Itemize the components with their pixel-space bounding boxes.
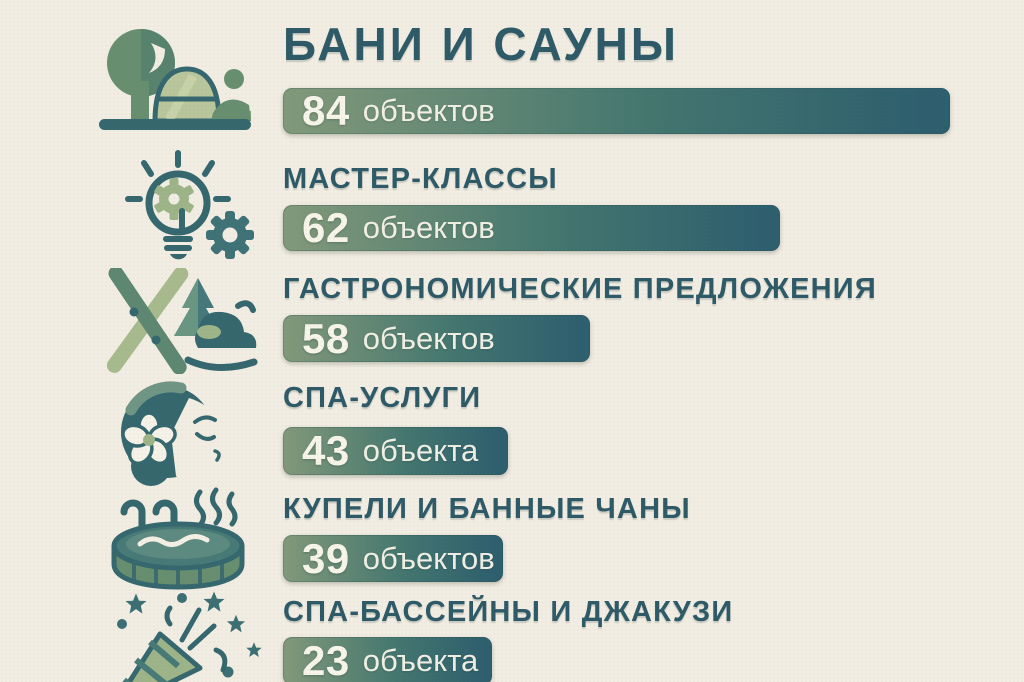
winter-activities-icon [106,268,258,374]
count-unit: объекта [362,643,479,678]
category-title: МАСТЕР-КЛАССЫ [283,163,558,195]
category-title: ГАСТРОНОМИЧЕСКИЕ ПРЕДЛОЖЕНИЯ [283,273,877,305]
party-popper-icon [117,591,262,682]
category-title: СПА-УСЛУГИ [283,382,482,414]
hot-tub-icon [111,487,245,590]
count-unit: объектов [362,540,495,576]
category-title: КУПЕЛИ И БАННЫЕ ЧАНЫ [283,493,691,525]
count-value: 23 [302,637,350,682]
category-title: СПА-БАССЕЙНЫ И ДЖАКУЗИ [283,596,734,628]
spa-woman-icon [103,376,258,490]
count-unit: объектов [362,93,495,128]
winter-activities-icon [96,268,264,374]
count-bar: 43 объекта [283,427,508,475]
lightbulb-gear-icon [125,150,254,260]
count-bar: 58 объектов [283,315,590,362]
count-unit: объекта [362,433,479,468]
count-value: 84 [302,87,350,134]
hot-tub-icon [94,486,260,594]
party-popper-icon [98,590,266,682]
count-value: 39 [302,534,350,582]
category-title: БАНИ И САУНЫ [283,18,679,70]
spa-woman-icon [121,381,224,490]
count-unit: объектов [362,210,495,245]
count-bar: 39 объектов [283,535,503,582]
count-value: 62 [302,204,350,251]
count-value: 43 [302,427,350,474]
lightbulb-gear-icon [100,149,260,264]
count-unit: объектов [362,320,495,356]
bathhouse-sauna-icon [95,15,255,137]
count-bar: 84 объектов [283,87,950,134]
count-bar: 23 объекта [283,637,492,682]
count-value: 58 [302,314,350,362]
count-bar: 62 объектов [283,204,780,251]
bathhouse-sauna-icon [99,29,251,130]
